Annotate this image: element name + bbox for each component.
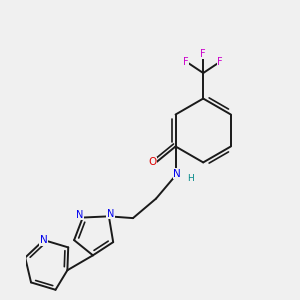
Text: F: F <box>200 49 206 58</box>
Text: N: N <box>76 210 84 220</box>
Text: N: N <box>173 169 181 179</box>
Text: H: H <box>187 174 194 183</box>
Text: F: F <box>218 57 223 67</box>
Text: O: O <box>148 158 157 167</box>
Text: N: N <box>107 208 114 218</box>
Text: F: F <box>183 57 189 67</box>
Text: N: N <box>40 235 48 245</box>
